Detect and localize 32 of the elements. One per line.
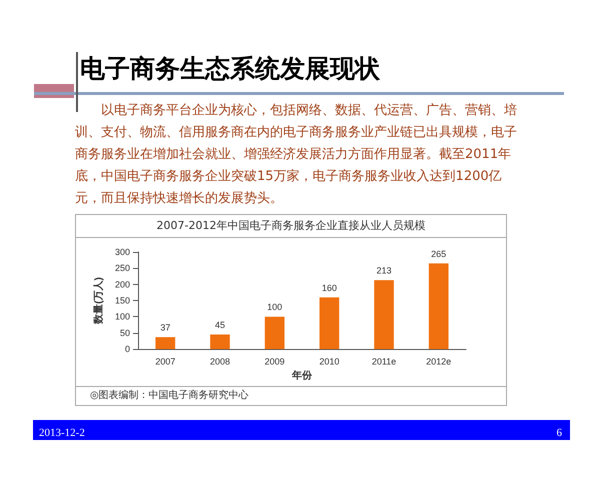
y-tick-label: 50	[120, 328, 130, 338]
data-label: 45	[214, 320, 226, 330]
bar	[319, 297, 340, 350]
chart-subtitle: 2007-2012年中国电子商务服务企业直接从业人员规模	[76, 215, 506, 238]
y-tick-label: 300	[114, 247, 130, 257]
text: 以电子商务平台企业为核心，包括网络、数据、代运营、广告、营销、培训、支付、物流、信用服务商在内的电子商务服务业产业链已出具规模，电子商务服务业在增加社会就业、增强经济发展活力方面作用显著。截至2011年底，中国电子商务服务企业突破15万家，电子商务服务业收入达到1200亿元，而且保持快速增长的发展势头。	[75, 102, 518, 208]
y-tick-label: 150	[114, 296, 130, 306]
chart-title: 电子商务生态系统发展现状	[80, 53, 380, 85]
bar	[374, 280, 394, 350]
x-tick-label: 2008	[210, 356, 230, 367]
y-tick-label: 200	[114, 279, 130, 290]
bar	[264, 316, 285, 350]
data-label: 160	[322, 282, 337, 293]
x-tick-label: 2010	[319, 356, 340, 367]
bar	[155, 337, 176, 350]
text: ◎图表编制：中国电子商务研究中心	[76, 386, 506, 405]
data-label: 100	[267, 302, 282, 312]
x-tick-label: 2009	[264, 356, 285, 367]
data-label: 213	[376, 266, 392, 276]
x-tick-label: 2007	[155, 356, 176, 367]
y-tick-label: 250	[114, 263, 130, 274]
data-label: 37	[160, 322, 170, 333]
x-tick-label: 2011e	[372, 356, 396, 367]
y-tick-label: 100	[114, 312, 130, 322]
bar	[428, 263, 449, 350]
y-axis-title: 数量(万人)	[92, 277, 105, 325]
footer-strip: 2013-12-2 6	[33, 420, 570, 440]
x-tick-label: 2012e	[426, 356, 452, 367]
bar	[210, 334, 230, 350]
y-tick-label: 0	[124, 344, 130, 354]
data-label: 265	[431, 248, 446, 259]
x-axis-title: 年份	[291, 370, 313, 382]
